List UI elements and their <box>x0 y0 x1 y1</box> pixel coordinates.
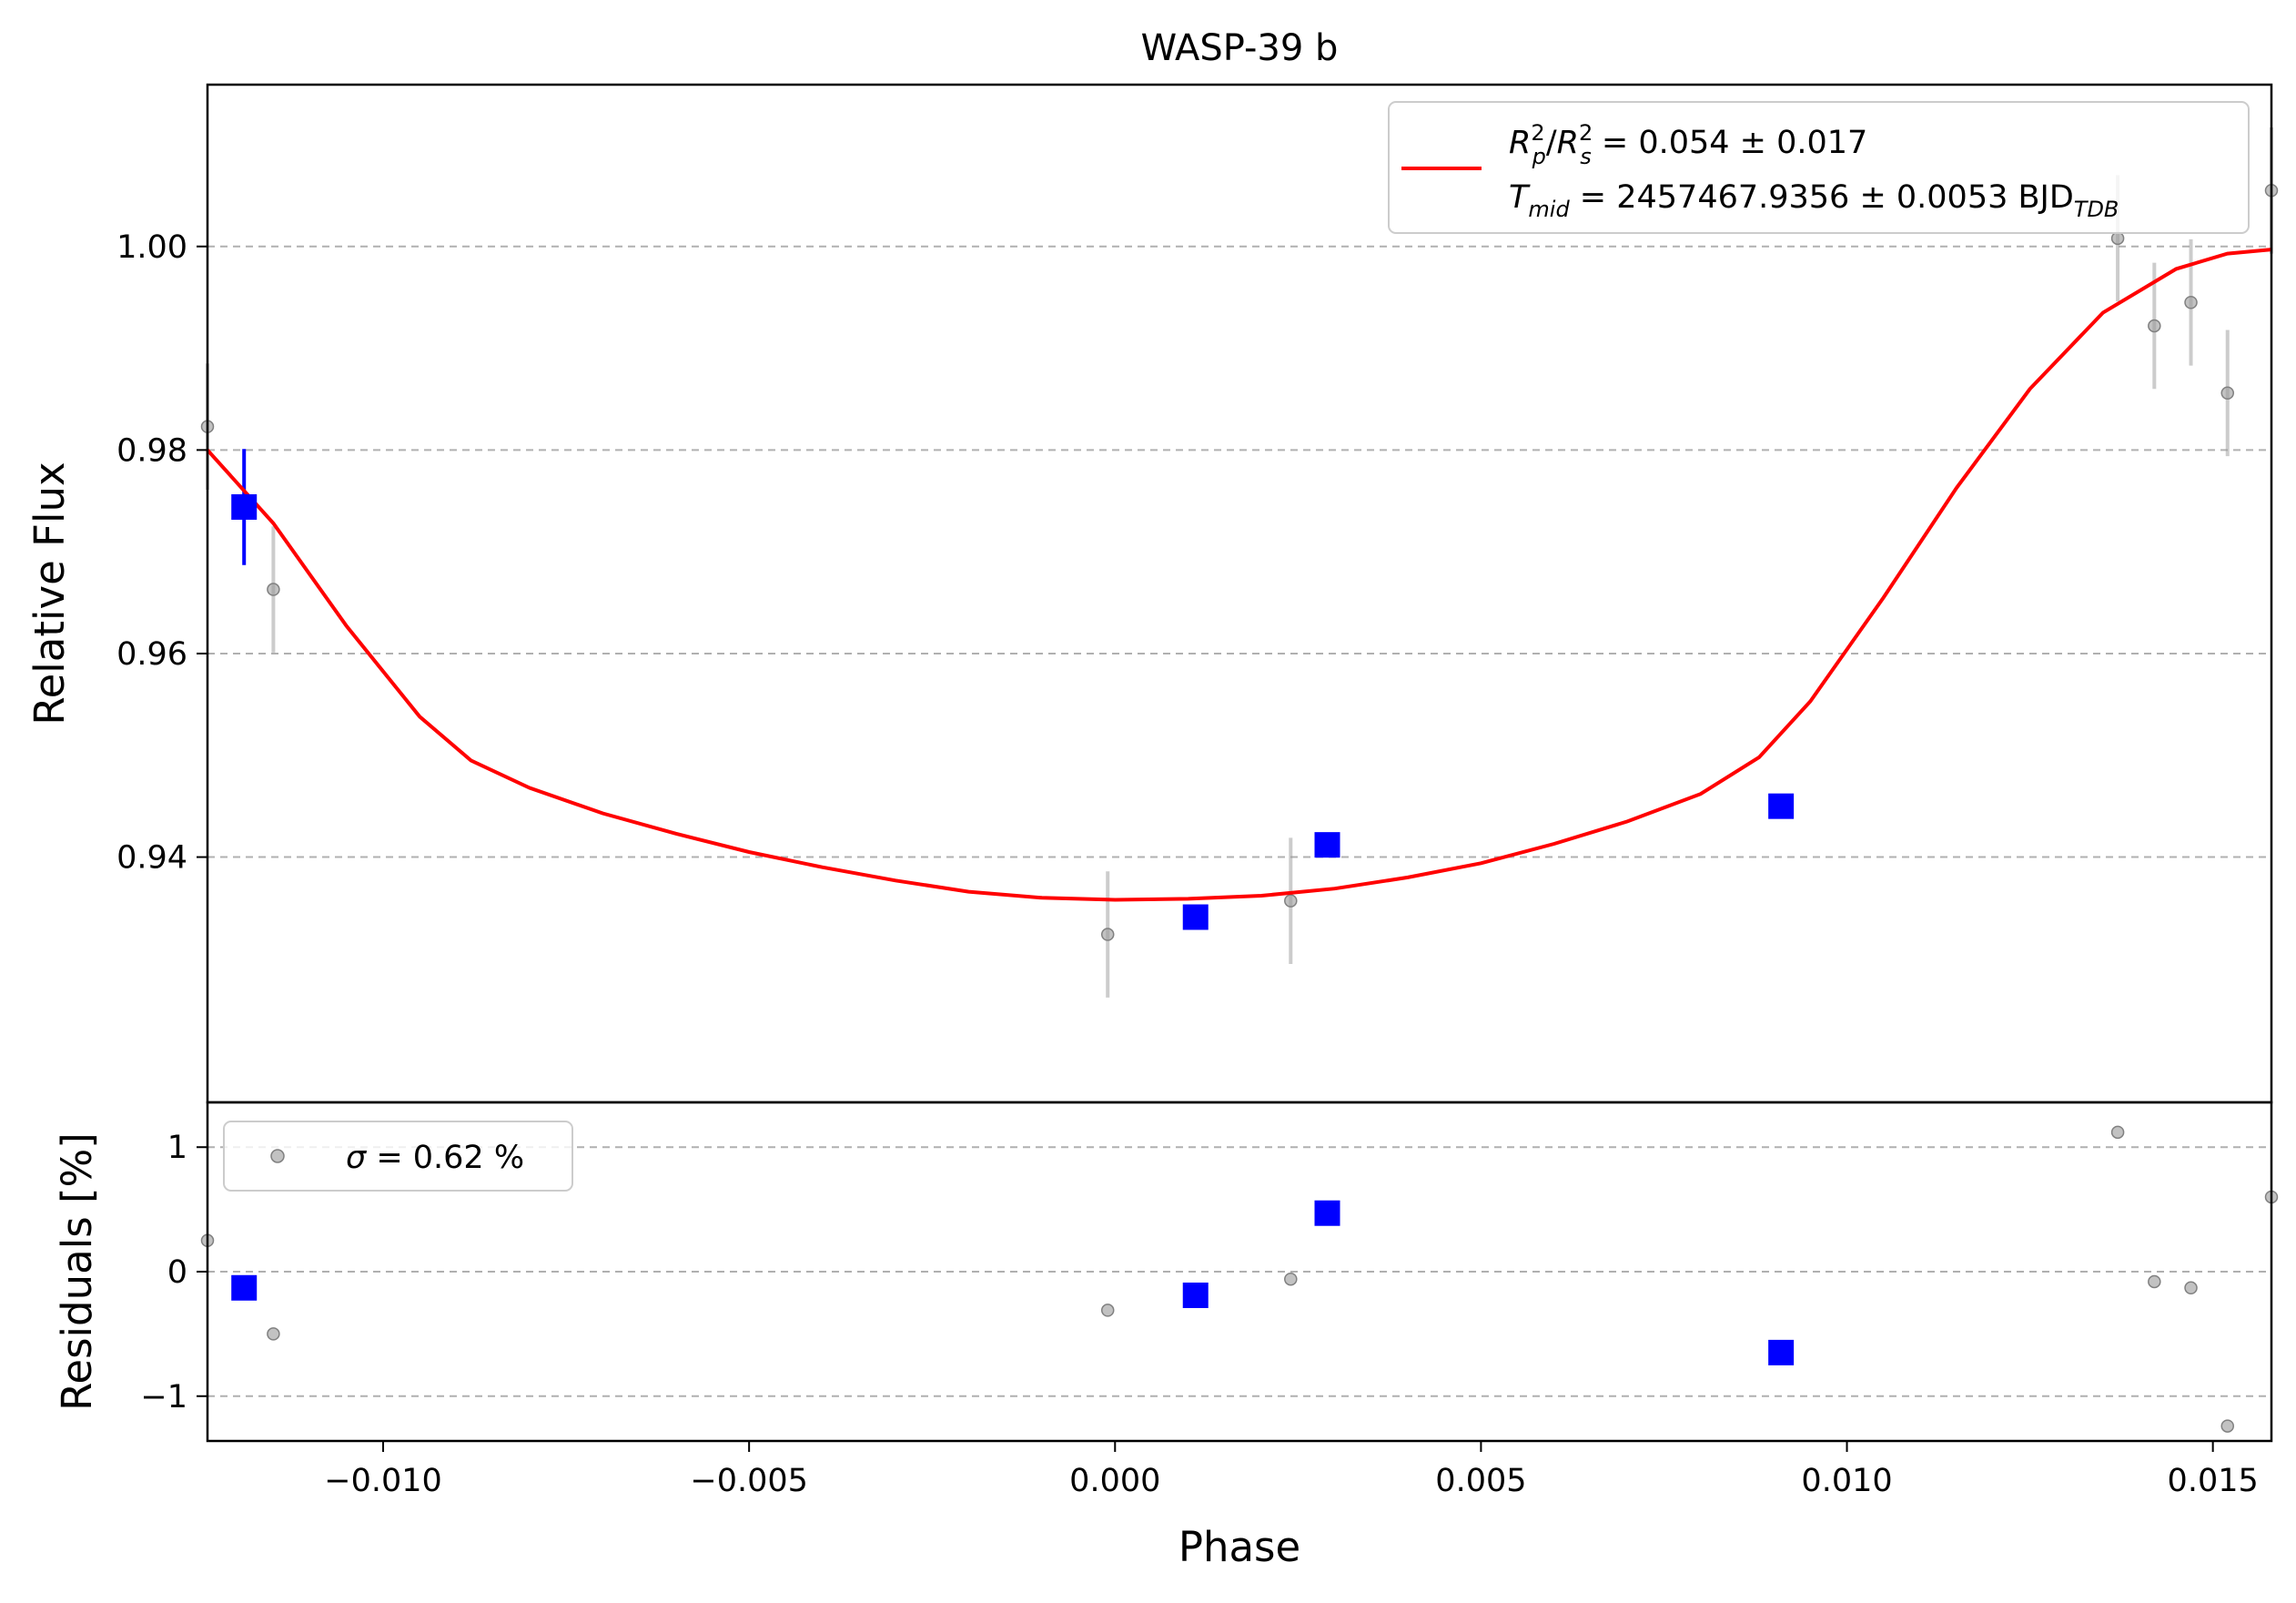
raw-point <box>267 583 280 596</box>
top-raw-points <box>200 184 2279 941</box>
bottom-legend-box <box>223 1121 573 1192</box>
top-panel: 0.94 0.96 0.98 1.00 R2 p/R2 s = 0.054 ± 0.017… <box>116 83 2279 1104</box>
top-y-tick-label: 0.96 <box>116 636 187 673</box>
legend-depth-entry: R2 p/R2 s = 0.054 ± 0.017 <box>1509 120 1867 169</box>
residual-binned-points <box>231 1200 1795 1365</box>
raw-point <box>2110 231 2125 246</box>
binned-point <box>1182 904 1209 930</box>
top-y-tick-label: 1.00 <box>116 229 187 266</box>
bottom-y-tick-label: 0 <box>167 1254 187 1291</box>
top-y-tick-label: 0.98 <box>116 432 187 469</box>
bottom-y-tick-label: −1 <box>140 1379 187 1415</box>
x-tick-label: 0.010 <box>1801 1463 1892 1499</box>
raw-point <box>1100 928 1115 941</box>
x-tick-label: 0.000 <box>1069 1463 1160 1499</box>
raw-point <box>2148 319 2161 333</box>
top-binned-points <box>231 493 1795 930</box>
bottom-panel: −1 0 1 σ = 0.62 % <box>140 1101 2279 1443</box>
raw-point <box>2220 386 2234 401</box>
x-ticks: −0.010 −0.005 0.000 0.005 0.010 0.015 <box>324 1441 2259 1499</box>
residual-raw-point <box>1284 1272 1298 1286</box>
legend-tmid-entry: Tmid = 2457467.9356 ± 0.0053 BJDTDB <box>1509 179 2119 222</box>
x-tick-label: −0.010 <box>324 1463 442 1499</box>
raw-point <box>2184 296 2198 309</box>
binned-point <box>1314 832 1340 858</box>
residual-binned-point <box>1182 1282 1209 1308</box>
top-legend-box <box>1388 101 2250 234</box>
residual-binned-point <box>231 1274 258 1301</box>
raw-point <box>1284 894 1298 908</box>
residual-raw-points <box>200 1125 2279 1433</box>
transit-model-line <box>206 248 2272 902</box>
chart-title: WASP-39 b <box>1141 27 1339 69</box>
binned-point <box>231 493 258 520</box>
residual-raw-point <box>2184 1281 2198 1295</box>
residual-binned-point <box>1768 1339 1795 1365</box>
top-gridlines <box>207 245 2271 858</box>
residual-raw-point <box>267 1327 280 1341</box>
legend-sigma-entry: σ = 0.62 % <box>346 1140 524 1176</box>
bottom-legend: σ = 0.62 % <box>223 1121 573 1192</box>
residual-raw-point <box>1100 1304 1115 1317</box>
residual-binned-point <box>1314 1200 1340 1226</box>
binned-point <box>1768 793 1795 819</box>
x-tick-label: 0.005 <box>1435 1463 1526 1499</box>
x-tick-label: 0.015 <box>2168 1463 2259 1499</box>
residual-raw-point <box>2220 1419 2234 1433</box>
bottom-y-tick-label: 1 <box>167 1130 187 1166</box>
bottom-y-ticks: −1 0 1 <box>140 1130 207 1415</box>
top-y-axis-label: Relative Flux <box>25 462 74 725</box>
top-y-ticks: 0.94 0.96 0.98 1.00 <box>116 229 207 877</box>
x-axis-label: Phase <box>1178 1523 1300 1571</box>
residual-raw-point <box>2110 1125 2125 1140</box>
top-y-tick-label: 0.94 <box>116 840 187 877</box>
x-tick-label: −0.005 <box>690 1463 808 1499</box>
legend-residual-marker <box>270 1149 285 1163</box>
residual-raw-point <box>2148 1274 2161 1289</box>
bottom-y-axis-label: Residuals [%] <box>53 1132 101 1411</box>
top-legend: R2 p/R2 s = 0.054 ± 0.017 Tmid = 2457467.9… <box>1388 101 2250 234</box>
